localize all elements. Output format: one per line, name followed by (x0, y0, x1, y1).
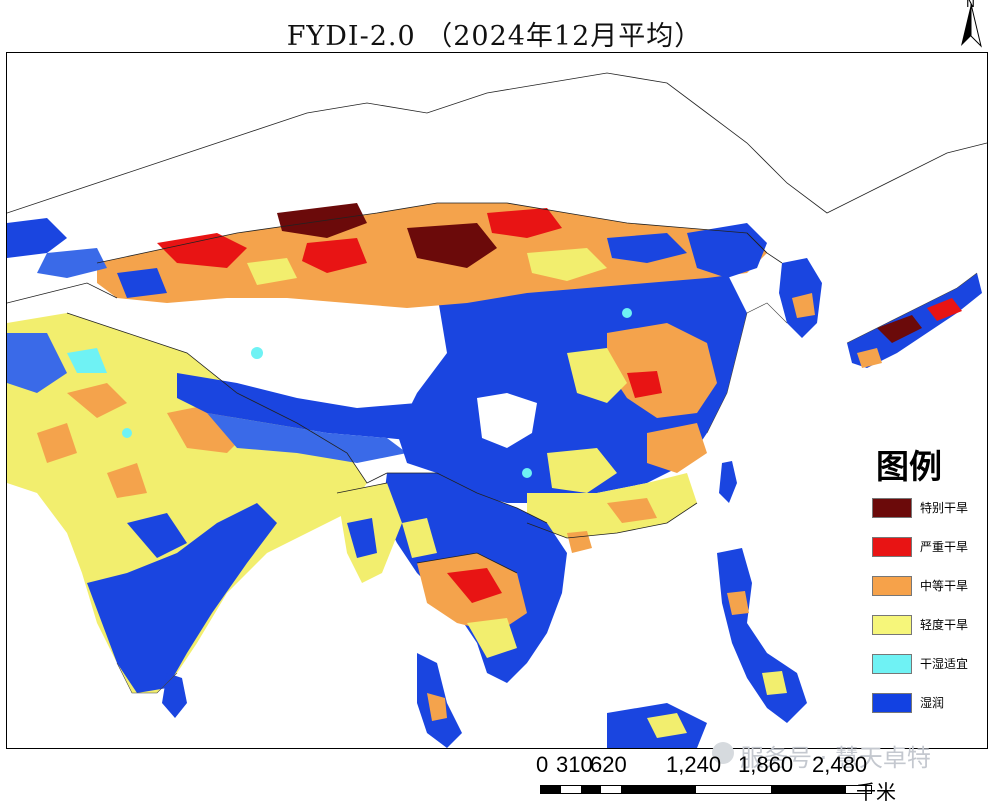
scale-unit: 千米 (856, 780, 896, 804)
legend-title: 图例 (876, 447, 942, 486)
watermark-text: 服务号 · 慧天卓特 (740, 744, 931, 772)
legend-swatch (872, 693, 912, 713)
legend-swatch (872, 615, 912, 635)
scale-tick: 0 (536, 752, 549, 777)
taiwan (719, 461, 737, 503)
watermark: 服务号 · 慧天卓特 (712, 738, 989, 774)
legend-swatch (872, 537, 912, 557)
legend-label: 严重干旱 (920, 540, 969, 554)
legend-label: 特别干旱 (920, 501, 969, 515)
legend-item-severe-drought: 严重干旱 (872, 537, 980, 557)
legend-item-suitable: 干湿适宜 (872, 654, 980, 674)
scale-bar-graphic (540, 785, 872, 794)
scale-tick: 310 (556, 752, 593, 777)
wechat-icon (712, 742, 734, 764)
north-label: N (966, 0, 975, 10)
legend-item-mild-drought: 轻度干旱 (872, 615, 980, 635)
legend-swatch (872, 576, 912, 596)
scale-tick: 1,240 (666, 752, 722, 777)
legend-label: 中等干旱 (920, 579, 969, 593)
coastlines (116, 272, 978, 694)
drought-map (7, 53, 987, 748)
sri-lanka (162, 673, 187, 718)
india-south-wet (87, 503, 277, 693)
legend-label: 轻度干旱 (920, 618, 969, 632)
map-frame (6, 52, 988, 749)
legend: 图例 特别干旱 严重干旱 中等干旱 轻度干旱 干湿适宜 湿润 (868, 440, 980, 715)
legend-swatch (872, 498, 912, 518)
legend-item-extreme-drought: 特别干旱 (872, 498, 980, 518)
legend-label: 干湿适宜 (920, 657, 969, 671)
north-arrow-icon (961, 3, 982, 48)
legend-swatch (872, 654, 912, 674)
scale-bar: 0 310 620 1,240 1,860 2,480 千米 (536, 752, 940, 804)
legend-label: 湿润 (920, 696, 945, 710)
country-boundaries (7, 72, 987, 574)
scale-tick: 1,860 (738, 752, 794, 777)
legend-item-wet: 湿润 (872, 693, 980, 713)
map-title: FYDI-2.0 （2024年12月平均） (286, 21, 703, 52)
scale-tick: 2,480 (812, 752, 868, 777)
legend-item-moderate-drought: 中等干旱 (872, 576, 980, 596)
scale-tick: 620 (590, 752, 627, 777)
